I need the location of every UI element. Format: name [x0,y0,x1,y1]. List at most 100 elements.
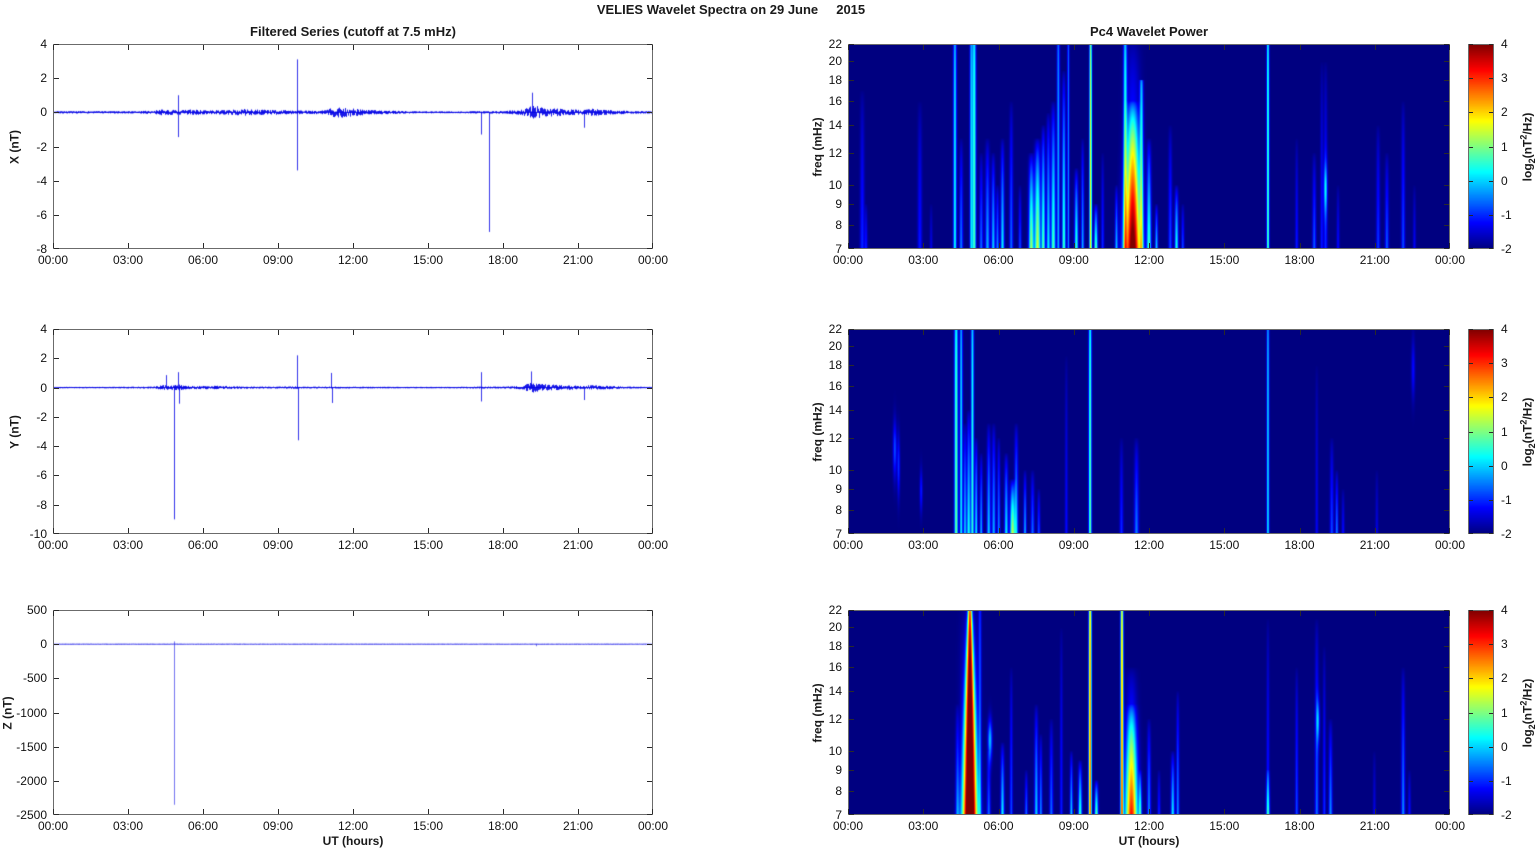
x-tick-mark [1149,243,1150,248]
x-tick-mark [1449,45,1450,50]
x-tick-label: 15:00 [412,819,444,833]
x-tick-label: 03:00 [908,819,939,833]
wavelet-x-plot [848,44,1450,249]
colorbar-tick-label: 1 [1501,424,1508,439]
y-tick-label: 22 [828,322,842,336]
x-tick-label: 00:00 [37,819,69,833]
x-tick-label: 21:00 [1359,819,1390,833]
x-tick-mark [503,330,504,335]
x-tick-label: 12:00 [337,538,369,552]
x-tick-mark [503,809,504,814]
colorbar-tick-mark [1469,214,1473,216]
y-tick-label: -1500 [16,739,47,754]
y-tick-mark [849,152,854,154]
y-tick-label: -6 [36,468,47,483]
colorbar-tick-label: 0 [1501,173,1508,188]
x-tick-mark [1073,330,1075,335]
y-tick-label: 8 [835,784,842,799]
y-tick-label: 18 [828,638,842,653]
x-tick-mark [923,243,925,248]
x-tick-label: 03:00 [112,819,144,833]
y-tick-mark [54,416,59,418]
x-tick-mark [1149,330,1150,335]
x-tick-mark [428,330,429,335]
x-tick-mark [1374,528,1376,533]
y-tick-mark [849,79,854,81]
y-tick-label: 7 [835,808,842,822]
colorbar-tick-label: 3 [1501,637,1508,652]
colorbar-tick-mark [1469,44,1473,45]
colorbar-tick-label: 0 [1501,458,1508,473]
left-column-title: Filtered Series (cutoff at 7.5 mHz) [250,24,456,39]
y-tick-label: 0 [40,380,47,395]
y-tick-mark [1444,61,1449,63]
right-column-title: Pc4 Wavelet Power [1089,24,1208,39]
y-tick-label: 14 [828,402,842,417]
y-tick-mark [1444,437,1449,439]
x-tick-label: 06:00 [983,253,1014,267]
x-tick-mark [1149,528,1150,533]
colorbar-tick-mark [1489,397,1493,399]
x-tick-mark [1073,45,1075,50]
y-tick-label: 12 [828,430,842,445]
y-tick-mark [54,248,59,249]
colorbar-tick-label: -2 [1501,808,1512,822]
x-tick-mark [1374,243,1376,248]
x-tick-mark [1449,809,1450,814]
y-tick-label: -1000 [16,705,47,720]
cb-label-sub: 2 [1526,723,1536,729]
y-tick-mark [1444,152,1449,154]
x-tick-mark [1224,528,1226,533]
x-tick-mark [353,330,354,335]
y-tick-label: 10 [828,178,842,193]
colorbar-tick-label: 4 [1501,322,1508,336]
x-tick-mark [578,330,579,335]
y-tick-mark [647,180,652,182]
y-tick-mark [54,475,59,477]
y-tick-label: 7 [835,527,842,541]
y-tick-mark [849,185,854,187]
colorbar-tick-label: 3 [1501,71,1508,86]
y-tick-label: -8 [36,497,47,512]
y-tick-mark [647,387,652,389]
y-tick-mark [1444,329,1449,330]
y-tick-mark [849,690,854,692]
y-tick-mark [1444,610,1449,611]
x-tick-label: 09:00 [1058,819,1089,833]
x-tick-mark [1224,330,1226,335]
x-tick-mark [53,528,54,533]
figure-title: VELIES Wavelet Spectra on 29 June 2015 [596,2,866,17]
y-tick-label: 0 [40,637,47,652]
y-tick-label: 9 [835,482,842,496]
colorbar-tick-mark [1469,329,1473,330]
y-tick-label: 0 [40,105,47,120]
x-tick-mark [53,45,54,50]
y-tick-mark [849,124,854,126]
y-tick-mark [54,146,59,148]
y-tick-label: 4 [40,37,47,51]
y-tick-mark [849,718,854,720]
y-tick-mark [1444,44,1449,45]
y-tick-mark [1444,770,1449,771]
colorbar-tick-mark [1489,712,1493,714]
colorbar-tick-mark [1489,180,1493,182]
x-tick-mark [53,330,54,335]
y-tick-label: 10 [828,463,842,478]
y-tick-mark [1444,185,1449,187]
y-tick-mark [1444,346,1449,348]
y-tick-mark [1444,79,1449,81]
x-tick-label: 03:00 [908,538,939,552]
y-tick-mark [647,746,652,748]
x-tick-mark [1299,45,1301,50]
colorbar-tick-mark [1489,248,1493,249]
y-tick-mark [54,504,59,506]
x-tick-mark [278,611,279,616]
colorbar-tick-mark [1489,329,1493,330]
x-tick-mark [503,243,504,248]
colorbar-tick-label: 2 [1501,671,1508,686]
y-tick-mark [54,44,59,45]
y-tick-mark [1444,409,1449,411]
y-tick-mark [849,627,854,629]
x-tick-label: 00:00 [637,538,669,552]
x-tick-mark [1374,809,1376,814]
